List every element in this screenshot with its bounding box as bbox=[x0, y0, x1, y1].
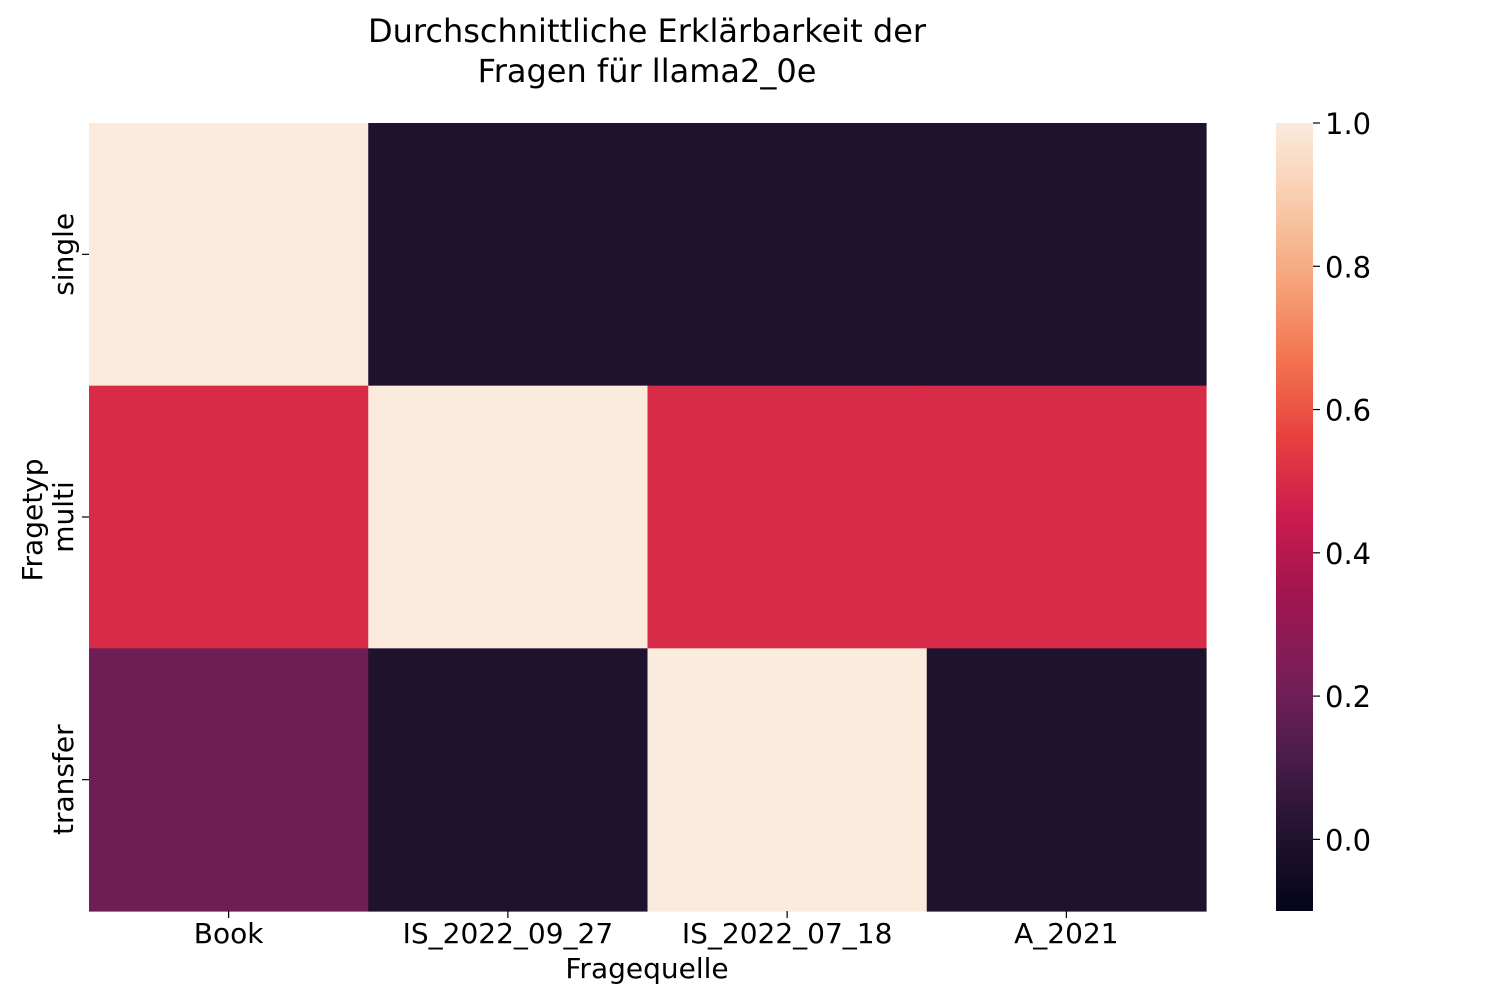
y-tick-label: multi bbox=[47, 481, 80, 553]
heatmap-cell-multi-A_2021 bbox=[926, 385, 1207, 649]
heatmap-cell-transfer-IS_2022_07_18 bbox=[647, 648, 928, 912]
heatmap-cell-transfer-A_2021 bbox=[926, 648, 1207, 912]
heatmap-cell-transfer-Book bbox=[89, 648, 369, 912]
colorbar-ticks: 0.0 0.2 0.4 0.6 0.8 1.0 bbox=[1313, 107, 1371, 857]
heatmap-cells bbox=[89, 123, 1207, 912]
y-tick-label: single bbox=[47, 213, 80, 296]
x-tick-label: Book bbox=[194, 917, 264, 950]
chart-title-line1: Durchschnittliche Erklärbarkeit der bbox=[368, 12, 927, 50]
x-axis-label: Fragequelle bbox=[565, 952, 728, 985]
chart-title-line2: Fragen für llama2_0e bbox=[478, 52, 817, 90]
heatmap-cell-single-A_2021 bbox=[926, 123, 1207, 387]
y-axis-label: Fragetyp bbox=[16, 458, 49, 581]
y-axis-ticks: single multi transfer bbox=[47, 213, 89, 835]
colorbar-tick-label: 0.0 bbox=[1325, 823, 1371, 857]
colorbar-tick-label: 0.8 bbox=[1325, 250, 1371, 284]
heatmap-cell-single-IS_2022_09_27 bbox=[368, 123, 649, 387]
x-tick-label: IS_2022_07_18 bbox=[682, 917, 893, 950]
colorbar bbox=[1276, 123, 1313, 911]
y-tick-label: transfer bbox=[47, 724, 80, 835]
heatmap-cell-multi-Book bbox=[89, 385, 369, 649]
colorbar-tick-label: 1.0 bbox=[1325, 107, 1371, 141]
colorbar-tick-label: 0.2 bbox=[1325, 680, 1371, 714]
x-tick-label: IS_2022_09_27 bbox=[403, 917, 614, 950]
x-tick-label: A_2021 bbox=[1014, 917, 1118, 950]
colorbar-tick-label: 0.6 bbox=[1325, 394, 1371, 428]
heatmap-cell-single-IS_2022_07_18 bbox=[647, 123, 928, 387]
heatmap-cell-single-Book bbox=[89, 123, 369, 387]
heatmap-cell-multi-IS_2022_07_18 bbox=[647, 385, 928, 649]
colorbar-tick-label: 0.4 bbox=[1325, 537, 1371, 571]
heatmap-cell-transfer-IS_2022_09_27 bbox=[368, 648, 649, 912]
heatmap-cell-multi-IS_2022_09_27 bbox=[368, 385, 649, 649]
x-axis-ticks: Book IS_2022_09_27 IS_2022_07_18 A_2021 bbox=[194, 911, 1119, 950]
